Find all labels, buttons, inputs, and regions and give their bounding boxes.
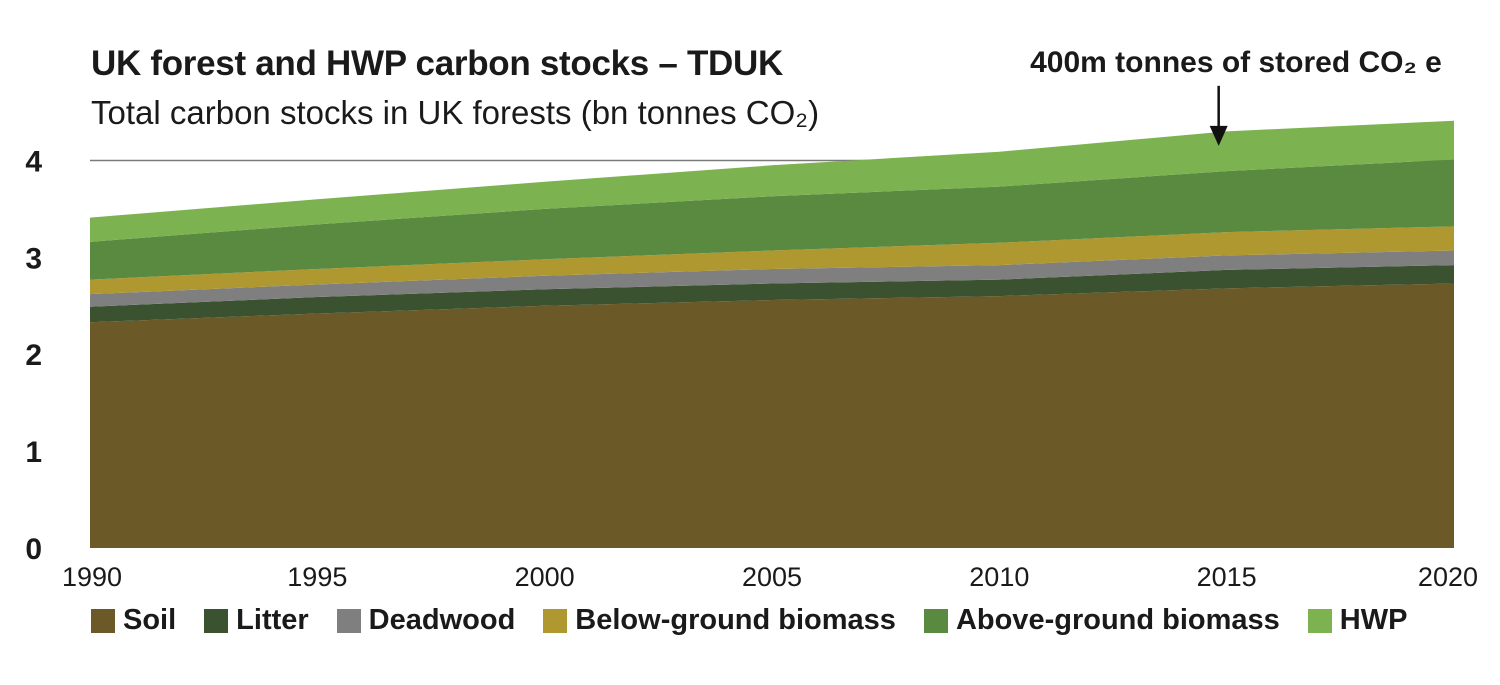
x-tick-label: 2020	[1418, 562, 1478, 592]
y-tick-label: 4	[25, 145, 42, 178]
x-tick-label: 2010	[969, 562, 1029, 592]
area-deadwood	[90, 250, 1454, 307]
y-axis: 0 1 2 3 4	[25, 145, 42, 566]
legend-item-below-ground-biomass: Below-ground biomass	[543, 604, 896, 637]
legend-label: Deadwood	[368, 604, 516, 636]
legend-swatch	[1307, 608, 1332, 633]
annotation-arrow-head	[1209, 125, 1228, 146]
x-tick-label: 2005	[742, 562, 802, 592]
area-hwp	[90, 120, 1454, 242]
chart-title: UK forest and HWP carbon stocks – TDUK	[91, 44, 783, 83]
legend-swatch	[204, 608, 229, 633]
x-tick-label: 2000	[515, 562, 575, 592]
legend-swatch	[336, 608, 361, 633]
x-tick-label: 2015	[1197, 562, 1257, 592]
annotation: 400m tonnes of stored CO₂ e	[1030, 46, 1442, 146]
legend: Soil Litter Deadwood Below-ground biomass Ab…	[91, 604, 1435, 637]
legend-item-litter: Litter	[204, 604, 309, 637]
x-tick-label: 1990	[62, 562, 122, 592]
chart-subtitle: Total carbon stocks in UK forests (bn to…	[91, 94, 820, 131]
stacked-areas	[90, 120, 1454, 548]
legend-swatch	[923, 608, 948, 633]
y-tick-label: 0	[25, 533, 42, 566]
legend-item-soil: Soil	[91, 604, 176, 637]
legend-label: HWP	[1339, 604, 1408, 636]
legend-swatch	[543, 608, 568, 633]
x-tick-label: 1995	[287, 562, 347, 592]
y-tick-label: 2	[25, 339, 42, 372]
area-soil	[90, 283, 1454, 548]
legend-item-above-ground-biomass: Above-ground biomass	[923, 604, 1280, 637]
annotation-text: 400m tonnes of stored CO₂ e	[1030, 46, 1442, 79]
legend-label: Soil	[123, 604, 177, 636]
y-tick-label: 3	[25, 242, 42, 275]
legend-label: Litter	[236, 604, 309, 636]
legend-item-deadwood: Deadwood	[336, 604, 516, 637]
legend-label: Above-ground biomass	[955, 604, 1280, 636]
area-litter	[90, 265, 1454, 323]
legend-label: Below-ground biomass	[575, 604, 896, 636]
x-axis: 1990 1995 2000 2005 2010 2015 2020	[62, 562, 1478, 592]
area-above-ground-biomass	[90, 159, 1454, 280]
legend-item-hwp: HWP	[1307, 604, 1408, 637]
y-tick-label: 1	[25, 436, 42, 469]
legend-swatch	[91, 608, 115, 633]
area-below-ground-biomass	[90, 226, 1454, 295]
